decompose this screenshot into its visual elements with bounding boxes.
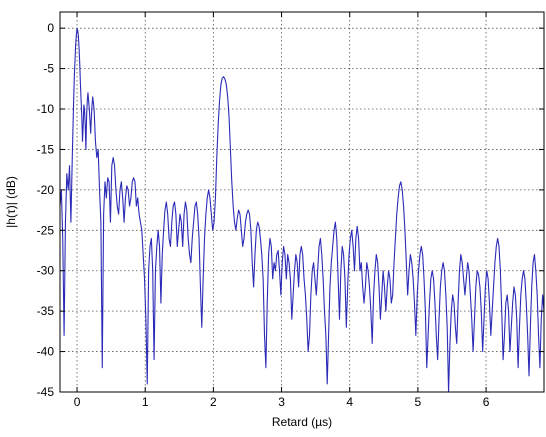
plot-frame [59,11,545,393]
y-tick-label: -20 [37,183,55,197]
x-tick-label: 6 [483,395,490,409]
y-tick-label: 0 [47,21,54,35]
x-tick-label: 5 [415,395,422,409]
plot-area [60,12,544,392]
y-tick-label: -25 [37,223,55,237]
series-line-0 [59,27,545,393]
y-tick-label: -5 [43,62,54,76]
tick-group: 0 1 2 3 4 5 6 0 -5 -10 -15 -20 -25 -30 -35 -40 -45 [37,12,544,409]
x-tick-label: 1 [142,395,149,409]
y-tick-label: -10 [37,102,55,116]
grid-lines [60,12,544,392]
y-tick-label: -40 [37,345,55,359]
x-tick-label: 3 [278,395,285,409]
y-tick-label: -35 [37,304,55,318]
y-tick-label: -15 [37,142,55,156]
y-tick-label: -30 [37,264,55,278]
x-tick-label: 0 [74,395,81,409]
y-tick-label: -45 [37,385,55,399]
y-axis-label: |h(τ)| (dB) [4,176,18,228]
x-tick-label: 4 [346,395,353,409]
series-group [59,27,545,393]
x-tick-label: 2 [210,395,217,409]
x-axis-label: Retard (µs) [272,415,332,429]
